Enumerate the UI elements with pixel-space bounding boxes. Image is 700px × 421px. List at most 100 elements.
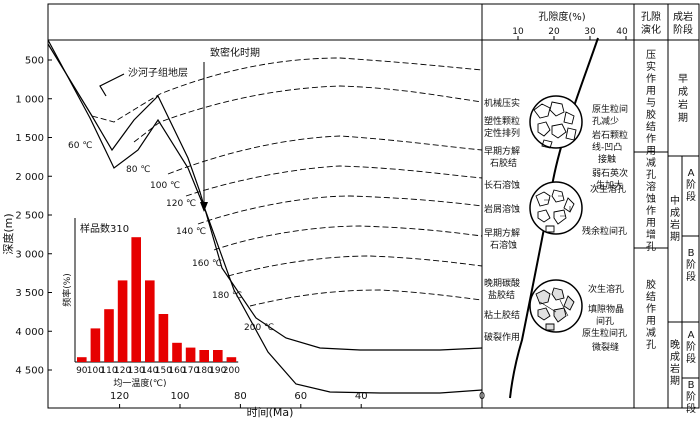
depth-tick-label: 1 500 — [15, 133, 44, 144]
table-header-evolution: 孔隙 — [641, 10, 661, 23]
isotherm-labels: 60 ℃ 80 ℃ 100 ℃ 120 ℃ 140 ℃ 160 ℃ 180 ℃ … — [68, 141, 274, 333]
histogram-tick-label: 100 — [87, 366, 104, 376]
depth-tick-label: 4 500 — [15, 366, 44, 377]
histogram-tick-label: 150 — [155, 366, 172, 376]
depth-tick-label: 1 000 — [15, 94, 44, 105]
thin-section-1 — [529, 95, 583, 149]
histogram-bar — [185, 347, 196, 362]
stage-late: 晚成岩期 — [670, 339, 680, 387]
sub-stage-b: B 阶段 — [686, 248, 696, 283]
histogram-tick-label: 170 — [182, 366, 199, 376]
isotherm-80 — [133, 85, 483, 143]
process-label: 残余粒间孔 — [582, 225, 627, 237]
thin-section-2 — [529, 181, 583, 235]
process-label: 填隙物晶 — [588, 303, 624, 315]
isotherm-180 — [227, 255, 483, 277]
histogram-bar — [117, 280, 128, 362]
porosity-tick: 10 — [512, 27, 524, 37]
process-label: 次生溶孔 — [590, 183, 626, 195]
depth-tick-label: 2 000 — [15, 172, 44, 183]
table-header-stage: 阶段 — [673, 23, 693, 36]
evolution-cell: 压实作用与胶结作用减孔 — [646, 49, 656, 181]
histogram-x-label: 均一温度(℃) — [113, 377, 166, 389]
histogram-bar — [90, 328, 101, 362]
process-label: 塑性颗粒 — [484, 115, 520, 127]
isotherm-100 — [167, 135, 483, 175]
process-labels-left: 机械压实 塑性颗粒 定性排列 早期方解 石胶结 长石溶蚀 岩屑溶蚀 早期方解 石… — [484, 97, 520, 343]
process-labels-right: 原生粒间 孔减少 岩石颗粒 线-凹凸 接触 弱石英次 生加大 次生溶孔 残余粒间… — [582, 103, 628, 353]
histogram-tick-label: 120 — [114, 366, 131, 376]
depth-tick-label: 4 000 — [15, 327, 44, 338]
isotherms — [91, 57, 483, 307]
burial-curve-top — [47, 43, 483, 351]
burial-curves — [47, 39, 483, 394]
time-axis-label: 时间(Ma) — [247, 406, 294, 419]
diagenesis-table: 孔隙 演化 成岩 阶段 压实作用与胶结作用减孔 溶蚀作用增孔 胶结作用减孔 早成… — [634, 10, 699, 415]
time-tick-label: 40 — [355, 391, 368, 402]
histogram-bar — [158, 314, 169, 362]
histogram-bar — [199, 350, 209, 362]
time-tick-label: 80 — [234, 391, 247, 402]
isotherm-120 — [185, 165, 483, 197]
process-label: 盐胶结 — [488, 289, 515, 301]
histogram-tick-label: 200 — [223, 366, 240, 376]
time-tick-label: 0 — [479, 391, 485, 402]
time-axis: 120 100 80 60 40 0 — [110, 391, 485, 408]
formation-arrow — [99, 73, 125, 97]
histogram-tick-label: 160 — [168, 366, 185, 376]
isotherm-label: 160 ℃ — [192, 259, 222, 269]
sub-stage-a: A 阶段 — [686, 330, 696, 365]
evolution-cell: 溶蚀作用增孔 — [646, 180, 656, 253]
histogram-tick-label: 90 — [76, 366, 88, 376]
isotherm-label: 100 ℃ — [150, 181, 180, 191]
histogram-bar — [172, 342, 182, 362]
densification-arrowhead — [200, 202, 208, 212]
process-label: 破裂作用 — [484, 331, 520, 343]
isotherm-140 — [197, 195, 483, 225]
histogram-title: 样品数310 — [80, 222, 129, 235]
porosity-axis — [517, 36, 627, 40]
sub-stage-a: A 阶段 — [686, 168, 696, 203]
porosity-tick: 40 — [616, 27, 628, 37]
isotherm-60 — [91, 57, 483, 123]
histogram-bar — [131, 237, 141, 362]
process-label: 线-凹凸 — [592, 141, 622, 153]
stage-early: 早成岩期 — [678, 73, 688, 124]
process-label: 石胶结 — [490, 157, 517, 169]
histogram-bar — [145, 280, 155, 362]
isotherm-label: 140 ℃ — [176, 227, 206, 237]
isotherm-label: 60 ℃ — [68, 141, 92, 151]
porosity-tick: 30 — [584, 27, 596, 37]
process-label: 弱石英次 — [592, 167, 628, 179]
thin-section-3 — [529, 279, 583, 333]
process-label: 岩屑溶蚀 — [484, 203, 520, 215]
histogram-tick-label: 130 — [128, 366, 145, 376]
isotherm-label: 200 ℃ — [244, 323, 274, 333]
process-label: 次生溶孔 — [588, 283, 624, 295]
process-label: 早期方解 — [484, 227, 520, 239]
formation-label: 沙河子组地层 — [128, 66, 188, 79]
depth-tick-label: 2 500 — [15, 211, 44, 222]
evolution-cell: 胶结作用减孔 — [646, 278, 656, 351]
densification-label: 致密化时期 — [210, 46, 260, 59]
porosity-tick: 20 — [548, 27, 560, 37]
process-label: 原生粒间 — [592, 103, 628, 115]
process-label: 定性排列 — [484, 127, 520, 139]
process-label: 接触 — [598, 153, 616, 165]
stage-middle: 中成岩期 — [670, 194, 680, 243]
burial-curve-bottom — [47, 39, 483, 394]
depth-axis: 500 1 000 1 500 2 000 2 500 3 000 3 500 4 000 4 … — [15, 56, 52, 377]
process-label: 粘土胶结 — [484, 309, 520, 321]
process-label: 孔减少 — [592, 115, 619, 127]
process-label: 原生粒间孔 — [582, 327, 627, 339]
histogram-bar — [77, 357, 87, 362]
histogram-tick-label: 190 — [209, 366, 226, 376]
porosity-axis-title: 孔隙度(%) — [538, 10, 585, 23]
time-tick-label: 120 — [110, 391, 129, 402]
depth-tick-label: 3 000 — [15, 249, 44, 260]
histogram-bar — [226, 357, 237, 362]
process-label: 机械压实 — [484, 97, 520, 109]
process-label: 岩石颗粒 — [592, 129, 628, 141]
